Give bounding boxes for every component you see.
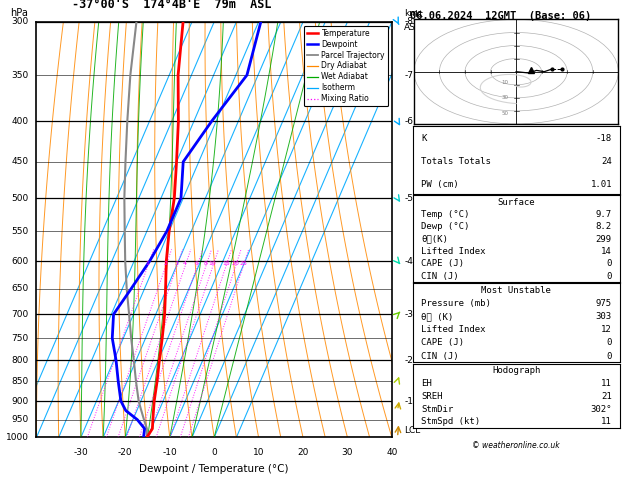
Text: 1: 1 xyxy=(145,260,150,265)
Text: 50: 50 xyxy=(501,111,508,116)
Text: 350: 350 xyxy=(11,70,29,80)
Text: -30: -30 xyxy=(74,448,88,457)
Text: 0: 0 xyxy=(606,352,612,361)
Text: 10: 10 xyxy=(253,448,264,457)
Text: 6: 6 xyxy=(195,260,199,265)
Text: Hodograph: Hodograph xyxy=(493,366,540,375)
Text: -18: -18 xyxy=(596,134,612,143)
Text: 4: 4 xyxy=(183,260,187,265)
Text: 21: 21 xyxy=(601,392,612,401)
Text: -4: -4 xyxy=(404,257,413,265)
Text: 850: 850 xyxy=(11,377,29,386)
Text: 8: 8 xyxy=(204,260,208,265)
Text: 299: 299 xyxy=(596,235,612,244)
Text: 400: 400 xyxy=(11,117,29,126)
Text: LCL: LCL xyxy=(404,426,421,435)
Text: Lifted Index: Lifted Index xyxy=(421,325,486,334)
Text: Dewp (°C): Dewp (°C) xyxy=(421,223,469,231)
Text: © weatheronline.co.uk: © weatheronline.co.uk xyxy=(472,441,560,451)
Text: 750: 750 xyxy=(11,333,29,343)
Text: 25: 25 xyxy=(239,260,247,265)
Text: 06.06.2024  12GMT  (Base: 06): 06.06.2024 12GMT (Base: 06) xyxy=(410,11,591,21)
Text: 650: 650 xyxy=(11,284,29,293)
Text: Surface: Surface xyxy=(498,198,535,207)
Text: Lifted Index: Lifted Index xyxy=(421,247,486,256)
Text: 11: 11 xyxy=(601,379,612,388)
Text: θᴄ(K): θᴄ(K) xyxy=(421,235,448,244)
Text: -5: -5 xyxy=(404,194,413,203)
Text: hPa: hPa xyxy=(10,8,28,17)
Text: -20: -20 xyxy=(118,448,133,457)
Text: -2: -2 xyxy=(404,356,413,365)
Text: Totals Totals: Totals Totals xyxy=(421,157,491,166)
Text: -8: -8 xyxy=(404,17,413,26)
Text: 800: 800 xyxy=(11,356,29,365)
Text: -7: -7 xyxy=(404,70,413,80)
Text: 30: 30 xyxy=(342,448,353,457)
Text: 30: 30 xyxy=(501,95,508,100)
Text: 600: 600 xyxy=(11,257,29,265)
Text: Pressure (mb): Pressure (mb) xyxy=(421,299,491,308)
Text: 40: 40 xyxy=(386,448,398,457)
Text: 700: 700 xyxy=(11,310,29,319)
Text: 1.01: 1.01 xyxy=(591,180,612,189)
Text: 975: 975 xyxy=(596,299,612,308)
Text: EH: EH xyxy=(421,379,431,388)
Text: Dewpoint / Temperature (°C): Dewpoint / Temperature (°C) xyxy=(140,465,289,474)
Text: -6: -6 xyxy=(404,117,413,126)
Text: CAPE (J): CAPE (J) xyxy=(421,260,464,268)
Text: 15: 15 xyxy=(222,260,230,265)
Text: SREH: SREH xyxy=(421,392,442,401)
Text: StmDir: StmDir xyxy=(421,404,453,414)
Text: CAPE (J): CAPE (J) xyxy=(421,338,464,347)
Text: 10: 10 xyxy=(209,260,216,265)
Text: 500: 500 xyxy=(11,194,29,203)
Text: 0: 0 xyxy=(211,448,217,457)
Text: 0: 0 xyxy=(606,338,612,347)
Text: K: K xyxy=(421,134,426,143)
Text: 24: 24 xyxy=(601,157,612,166)
Text: Most Unstable: Most Unstable xyxy=(481,286,552,295)
Text: 14: 14 xyxy=(601,247,612,256)
Text: θᴄ (K): θᴄ (K) xyxy=(421,312,453,321)
Legend: Temperature, Dewpoint, Parcel Trajectory, Dry Adiabat, Wet Adiabat, Isotherm, Mi: Temperature, Dewpoint, Parcel Trajectory… xyxy=(304,26,388,106)
Text: 1000: 1000 xyxy=(6,433,29,442)
Text: 11: 11 xyxy=(601,417,612,426)
Text: 20: 20 xyxy=(298,448,309,457)
Text: 550: 550 xyxy=(11,226,29,236)
Text: PW (cm): PW (cm) xyxy=(421,180,459,189)
Text: CIN (J): CIN (J) xyxy=(421,352,459,361)
Text: ASL: ASL xyxy=(404,23,421,32)
Text: Temp (°C): Temp (°C) xyxy=(421,210,469,219)
Text: 20: 20 xyxy=(231,260,239,265)
Text: 950: 950 xyxy=(11,415,29,424)
Text: 0: 0 xyxy=(606,260,612,268)
Text: 12: 12 xyxy=(601,325,612,334)
Text: 300: 300 xyxy=(11,17,29,26)
Text: -3: -3 xyxy=(404,310,413,319)
Text: 9.7: 9.7 xyxy=(596,210,612,219)
Text: km: km xyxy=(404,9,418,17)
Text: -1: -1 xyxy=(404,397,413,405)
Text: 302°: 302° xyxy=(591,404,612,414)
Text: 2: 2 xyxy=(164,260,167,265)
Text: 0: 0 xyxy=(606,272,612,281)
Text: 8.2: 8.2 xyxy=(596,223,612,231)
Text: 3: 3 xyxy=(175,260,179,265)
Text: StmSpd (kt): StmSpd (kt) xyxy=(421,417,480,426)
Text: 10: 10 xyxy=(501,80,508,85)
Text: kt: kt xyxy=(414,10,423,19)
Text: -37°00'S  174°4B'E  79m  ASL: -37°00'S 174°4B'E 79m ASL xyxy=(72,0,271,12)
Text: 303: 303 xyxy=(596,312,612,321)
Text: 900: 900 xyxy=(11,397,29,405)
Text: CIN (J): CIN (J) xyxy=(421,272,459,281)
Text: 450: 450 xyxy=(11,157,29,166)
Text: Mixing Ratio (g/kg): Mixing Ratio (g/kg) xyxy=(418,190,426,269)
Text: -10: -10 xyxy=(162,448,177,457)
